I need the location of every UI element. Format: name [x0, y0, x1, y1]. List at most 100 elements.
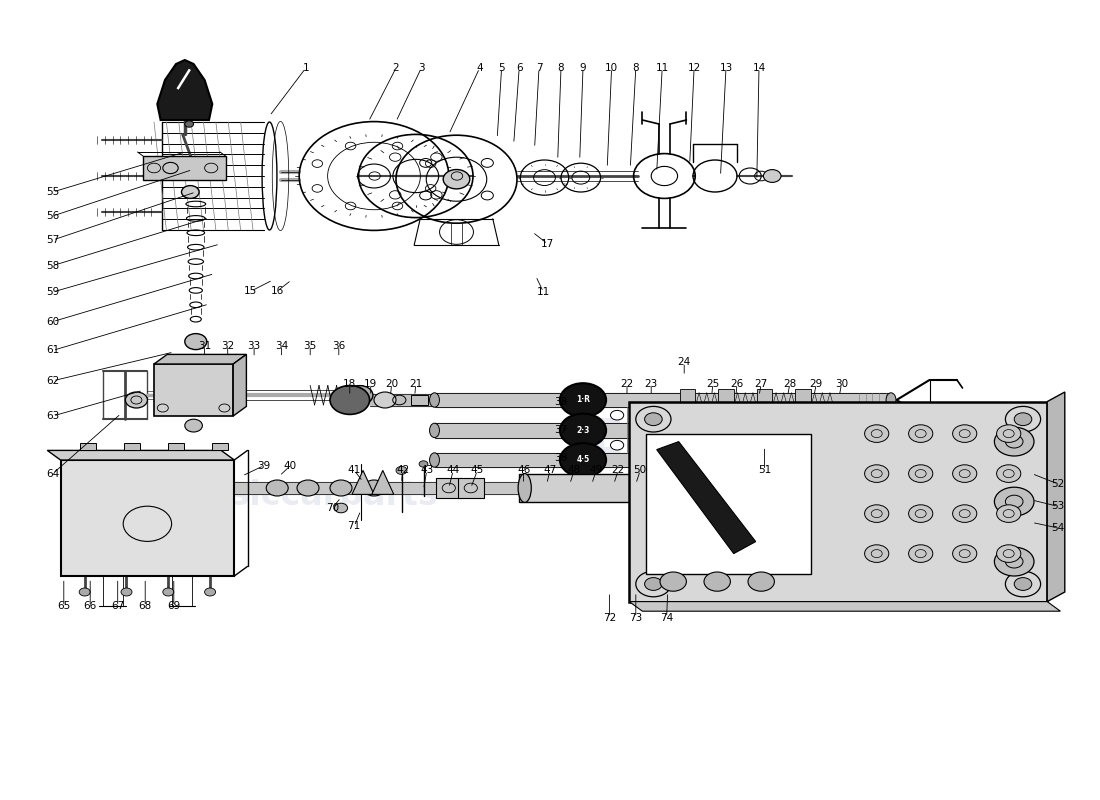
Text: 61: 61: [46, 346, 59, 355]
Text: 20: 20: [385, 379, 398, 389]
Bar: [680, 449, 695, 471]
Circle shape: [909, 465, 933, 482]
Polygon shape: [1047, 392, 1065, 602]
Text: 9: 9: [580, 63, 586, 73]
Text: 50: 50: [634, 466, 647, 475]
Circle shape: [909, 545, 933, 562]
Circle shape: [330, 480, 352, 496]
Text: 4: 4: [476, 63, 483, 73]
Circle shape: [185, 334, 207, 350]
Bar: [757, 449, 772, 471]
Ellipse shape: [429, 393, 439, 407]
Circle shape: [163, 588, 174, 596]
Text: 3: 3: [418, 63, 425, 73]
Circle shape: [185, 419, 202, 432]
Text: 4·5: 4·5: [576, 455, 590, 465]
Text: 30: 30: [835, 379, 848, 389]
Text: 41: 41: [348, 466, 361, 475]
Circle shape: [953, 465, 977, 482]
Circle shape: [953, 425, 977, 442]
Bar: [411, 395, 428, 405]
Bar: [629, 402, 1047, 602]
Text: 60: 60: [46, 317, 59, 326]
Circle shape: [997, 505, 1021, 522]
Bar: [718, 449, 734, 471]
Circle shape: [363, 480, 385, 496]
Polygon shape: [352, 470, 374, 494]
Text: 47: 47: [543, 466, 557, 475]
Text: 14: 14: [752, 63, 766, 73]
Text: 31: 31: [198, 341, 211, 350]
Circle shape: [865, 425, 889, 442]
Text: 48: 48: [568, 466, 581, 475]
Bar: [646, 434, 811, 574]
Text: 44: 44: [447, 466, 460, 475]
Text: 17: 17: [541, 239, 554, 249]
Text: Eurospares: Eurospares: [590, 416, 906, 464]
Circle shape: [909, 425, 933, 442]
Polygon shape: [372, 470, 394, 494]
Circle shape: [396, 466, 407, 474]
Circle shape: [560, 383, 606, 417]
Text: 68: 68: [139, 602, 152, 611]
Text: 64: 64: [46, 469, 59, 478]
Ellipse shape: [645, 474, 658, 502]
Circle shape: [865, 465, 889, 482]
Text: 40: 40: [284, 461, 297, 470]
Text: 55: 55: [46, 187, 59, 197]
Circle shape: [214, 482, 230, 494]
Circle shape: [997, 545, 1021, 562]
Circle shape: [704, 572, 730, 591]
Bar: [519, 474, 651, 502]
Circle shape: [185, 121, 194, 127]
Text: 24: 24: [678, 358, 691, 367]
Text: 51: 51: [758, 466, 771, 475]
Bar: [718, 419, 734, 442]
Circle shape: [997, 465, 1021, 482]
Text: 10: 10: [605, 63, 618, 73]
Text: 33: 33: [248, 341, 261, 350]
Circle shape: [266, 480, 288, 496]
Circle shape: [763, 170, 781, 182]
Text: 1·R: 1·R: [576, 395, 590, 405]
Text: 6: 6: [516, 63, 522, 73]
Text: 2·3: 2·3: [576, 426, 590, 435]
Text: 39: 39: [257, 461, 271, 470]
Bar: [154, 364, 233, 416]
Bar: [80, 443, 96, 450]
Polygon shape: [47, 450, 234, 460]
Text: 27: 27: [755, 379, 768, 389]
Polygon shape: [629, 602, 1060, 611]
Polygon shape: [233, 354, 246, 416]
Text: 23: 23: [645, 379, 658, 389]
Text: 18: 18: [343, 379, 356, 389]
Bar: [795, 389, 811, 411]
Polygon shape: [154, 354, 246, 364]
Text: 16: 16: [271, 286, 284, 296]
Text: 71: 71: [348, 522, 361, 531]
Circle shape: [645, 413, 662, 426]
Circle shape: [997, 425, 1021, 442]
Circle shape: [346, 386, 373, 405]
Circle shape: [645, 578, 662, 590]
Text: 66: 66: [84, 602, 97, 611]
Text: 28: 28: [783, 379, 796, 389]
Circle shape: [125, 392, 147, 408]
Bar: [124, 443, 140, 450]
Text: 19: 19: [364, 379, 377, 389]
Circle shape: [1014, 578, 1032, 590]
Bar: [143, 156, 226, 180]
Text: 73: 73: [629, 613, 642, 622]
Polygon shape: [657, 442, 756, 554]
Circle shape: [560, 414, 606, 447]
Text: 43: 43: [420, 466, 433, 475]
Bar: [436, 478, 462, 498]
Ellipse shape: [887, 423, 896, 438]
Text: 22: 22: [612, 466, 625, 475]
Polygon shape: [157, 60, 212, 120]
Circle shape: [865, 545, 889, 562]
Text: 13: 13: [719, 63, 733, 73]
Text: 22: 22: [620, 379, 634, 389]
Text: 57: 57: [46, 235, 59, 245]
Text: 25: 25: [706, 379, 719, 389]
